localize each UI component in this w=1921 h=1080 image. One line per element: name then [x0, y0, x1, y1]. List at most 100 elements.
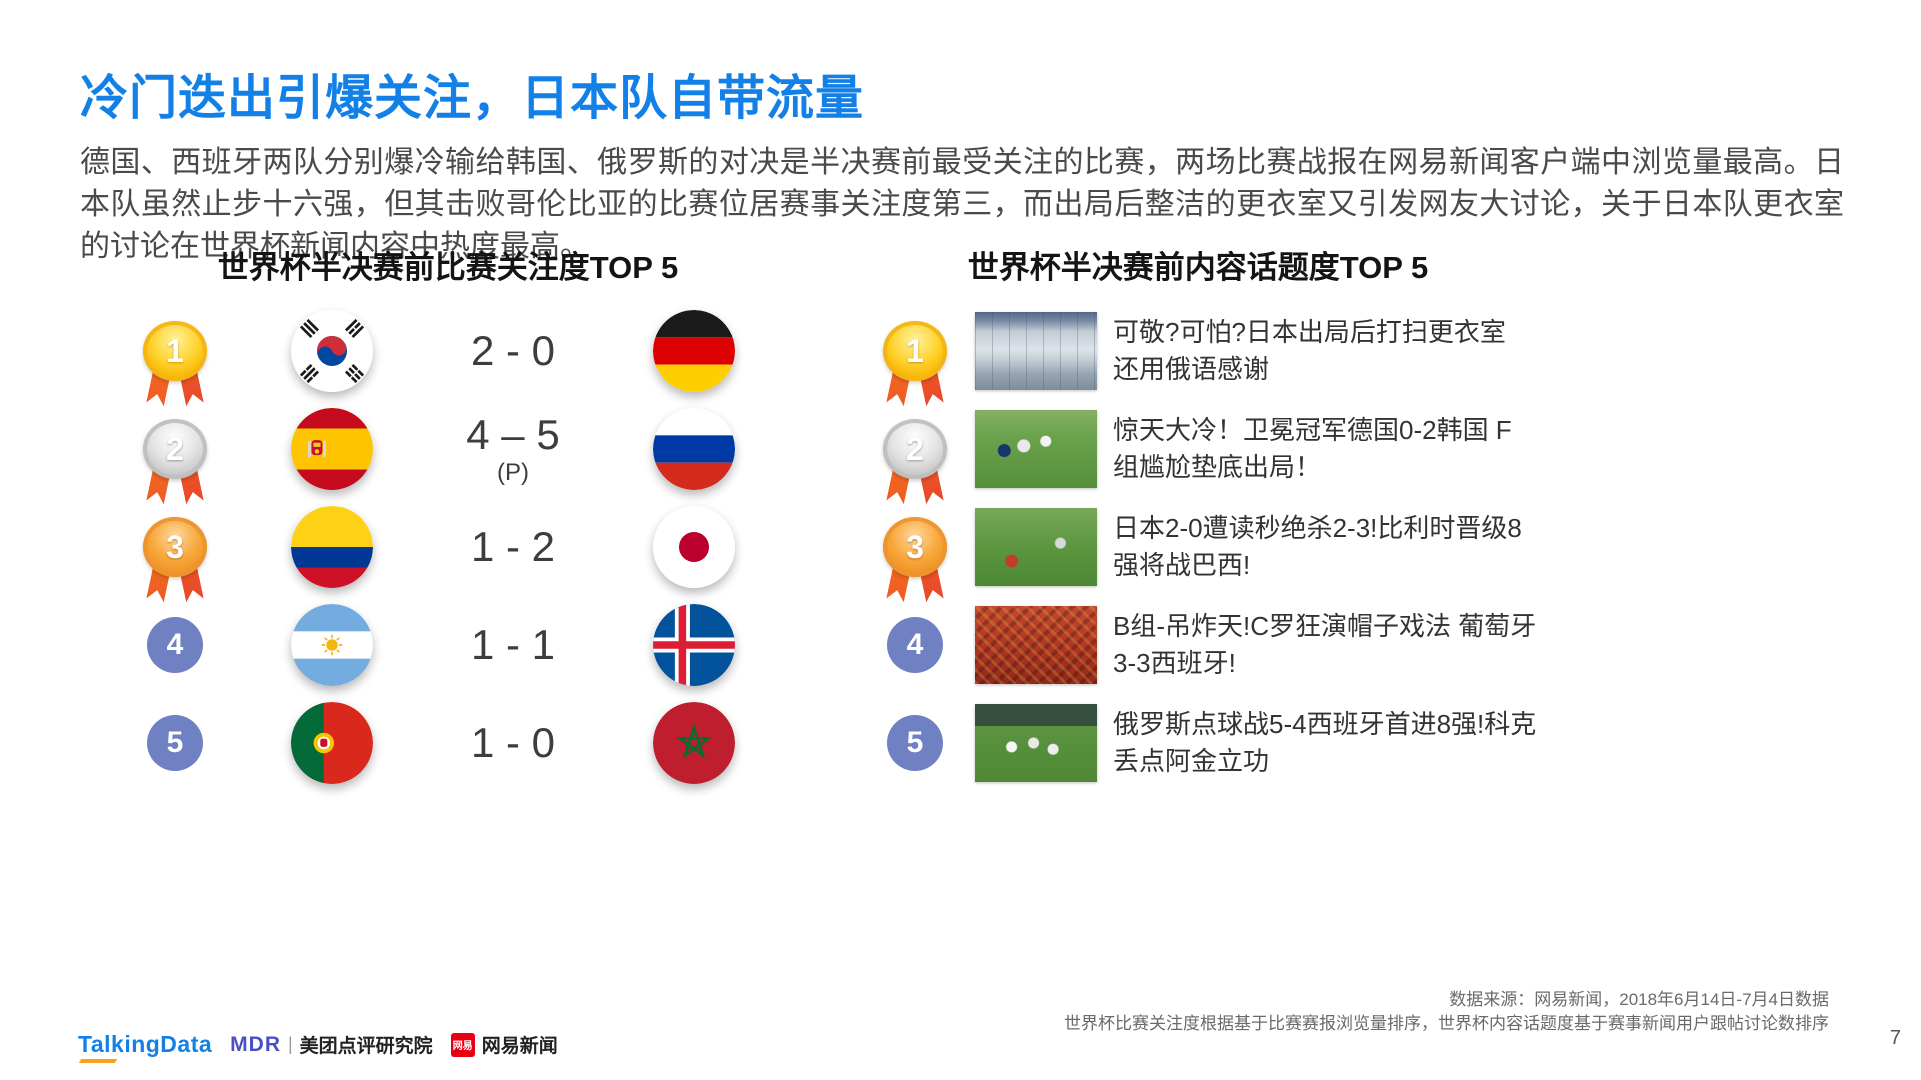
home-flag-cell [240, 506, 424, 588]
match-row: 1 [110, 302, 786, 400]
intro-paragraph: 德国、西班牙两队分别爆冷输给韩国、俄罗斯的对决是半决赛前最受关注的比赛，两场比赛… [80, 146, 1844, 263]
rank-number: 5 [887, 715, 943, 771]
flag-russia-icon [653, 408, 735, 490]
netease-icon: 网易 [450, 1032, 475, 1057]
rank-cell: 3 [855, 517, 975, 577]
rank-number: 4 [147, 617, 203, 673]
source-line-2: 世界杯比赛关注度根据基于比赛赛报浏览量排序，世界杯内容话题度基于赛事新闻用户跟帖… [1064, 1014, 1829, 1033]
match-score-note: (P) [497, 459, 529, 486]
score-cell: 2 - 0 [424, 327, 602, 375]
rank-number: 5 [147, 715, 203, 771]
news-row: 2 惊天大冷！卫冕冠军德国0-2韩国 F组尴尬垫底出局！ [855, 400, 1541, 498]
news-headline: 日本2-0遭读秒绝杀2-3!比利时晋级8强将战巴西! [1113, 513, 1522, 580]
match-row: 3 1 - 2 [110, 498, 786, 596]
rank-number: 2 [883, 419, 947, 479]
rank-cell: 1 [855, 321, 975, 381]
rank-cell: 4 [855, 617, 975, 673]
news-thumbnail [975, 312, 1097, 390]
match-rows: 1 [110, 302, 786, 792]
news-headline: B组-吊炸天!C罗狂演帽子戏法 葡萄牙3-3西班牙! [1113, 611, 1537, 678]
talkingdata-logo: TalkingData [78, 1031, 212, 1063]
rank-medal: 2 [883, 419, 947, 479]
rank-medal: 3 [143, 517, 207, 577]
mdr-mark: MDR [230, 1032, 281, 1056]
match-score: 1 - 2 [470, 523, 556, 570]
match-panel-title: 世界杯半决赛前比赛关注度TOP 5 [217, 250, 679, 285]
news-thumbnail [975, 704, 1097, 782]
meituan-dianping-logo: MDR | 美团点评研究院 [230, 1031, 433, 1058]
match-score: 4 – 5 [466, 411, 560, 458]
flag-japan-icon [653, 506, 735, 588]
match-row: 2 [110, 400, 786, 498]
topic-panel-title: 世界杯半决赛前内容话题度TOP 5 [967, 250, 1429, 285]
rank-number: 1 [883, 321, 947, 381]
away-flag-cell [602, 506, 786, 588]
rank-cell: 5 [855, 715, 975, 771]
news-row: 4 B组-吊炸天!C罗狂演帽子戏法 葡萄牙3-3西班牙! [855, 596, 1541, 694]
news-thumbnail [975, 508, 1097, 586]
news-headline: 可敬?可怕?日本出局后打扫更衣室 还用俄语感谢 [1113, 317, 1506, 384]
rank-number: 2 [143, 419, 207, 479]
news-thumbnail [975, 410, 1097, 488]
match-row: 5 1 - 0 [110, 694, 786, 792]
rank-medal: 1 [143, 321, 207, 381]
meituan-name: 美团点评研究院 [299, 1036, 433, 1057]
news-rows: 1 可敬?可怕?日本出局后打扫更衣室 还用俄语感谢 2 惊天大冷！卫冕冠军德国0… [855, 302, 1541, 792]
score-cell: 1 - 0 [424, 719, 602, 767]
match-score: 1 - 1 [470, 621, 556, 668]
news-headline: 俄罗斯点球战5-4西班牙首进8强!科克丢点阿金立功 [1113, 709, 1537, 776]
netease-news-logo: 网易 网易新闻 [450, 1031, 558, 1058]
news-row: 5 俄罗斯点球战5-4西班牙首进8强!科克丢点阿金立功 [855, 694, 1541, 792]
away-flag-cell [602, 604, 786, 686]
home-flag-cell [240, 408, 424, 490]
talkingdata-accent-icon [78, 1059, 118, 1063]
rank-cell: 2 [110, 419, 240, 479]
rank-number: 3 [883, 517, 947, 577]
home-flag-cell [240, 310, 424, 392]
rank-cell: 1 [110, 321, 240, 381]
away-flag-cell [602, 702, 786, 784]
news-headline: 惊天大冷！卫冕冠军德国0-2韩国 F组尴尬垫底出局！ [1113, 415, 1512, 482]
rank-cell: 2 [855, 419, 975, 479]
news-row: 3 日本2-0遭读秒绝杀2-3!比利时晋级8强将战巴西! [855, 498, 1541, 596]
flag-germany-icon [653, 310, 735, 392]
match-score: 2 - 0 [470, 327, 556, 374]
home-flag-cell [240, 702, 424, 784]
match-row: 4 [110, 596, 786, 694]
flag-iceland-icon [653, 604, 735, 686]
rank-medal: 1 [883, 321, 947, 381]
flag-colombia-icon [291, 506, 373, 588]
match-attention-panel: 世界杯半决赛前比赛关注度TOP 5 1 [110, 250, 786, 792]
netease-name: 网易新闻 [481, 1036, 558, 1057]
page-number: 7 [1889, 1027, 1901, 1049]
page-title: 冷门迭出引爆关注，日本队自带流量 [80, 72, 865, 125]
flag-argentina-icon [291, 604, 373, 686]
source-line-1: 数据来源：网易新闻，2018年6月14日-7月4日数据 [1449, 990, 1829, 1009]
news-row: 1 可敬?可怕?日本出局后打扫更衣室 还用俄语感谢 [855, 302, 1541, 400]
home-flag-cell [240, 604, 424, 686]
away-flag-cell [602, 408, 786, 490]
flag-south-korea-icon [291, 310, 373, 392]
score-cell: 4 – 5 (P) [424, 411, 602, 487]
rank-cell: 3 [110, 517, 240, 577]
rank-number: 1 [143, 321, 207, 381]
score-cell: 1 - 1 [424, 621, 602, 669]
match-score: 1 - 0 [470, 719, 556, 766]
score-cell: 1 - 2 [424, 523, 602, 571]
rank-medal: 2 [143, 419, 207, 479]
logo-divider: | [287, 1034, 293, 1054]
footer-logos: TalkingData MDR | 美团点评研究院 网易 网易新闻 [78, 1031, 558, 1063]
rank-number: 3 [143, 517, 207, 577]
flag-morocco-icon [653, 702, 735, 784]
away-flag-cell [602, 310, 786, 392]
rank-cell: 5 [110, 715, 240, 771]
rank-medal: 3 [883, 517, 947, 577]
flag-spain-icon [291, 408, 373, 490]
flag-portugal-icon [291, 702, 373, 784]
news-thumbnail [975, 606, 1097, 684]
rank-cell: 4 [110, 617, 240, 673]
data-source-note: 数据来源：网易新闻，2018年6月14日-7月4日数据 世界杯比赛关注度根据基于… [1064, 988, 1829, 1036]
rank-number: 4 [887, 617, 943, 673]
content-topic-panel: 世界杯半决赛前内容话题度TOP 5 1 可敬?可怕?日本出局后打扫更衣室 还用俄… [855, 250, 1541, 792]
